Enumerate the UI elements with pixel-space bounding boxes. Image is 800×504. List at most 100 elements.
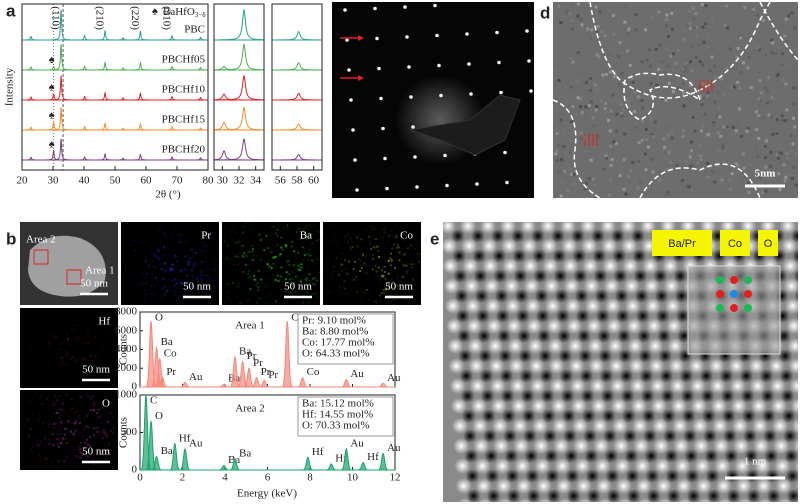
- lattice-spot: [697, 498, 712, 502]
- xrd-peak: [51, 107, 71, 131]
- map-pixel: [128, 243, 131, 246]
- lattice-hole: [523, 429, 537, 443]
- hrtem-texture: [792, 86, 796, 90]
- map-pixel: [65, 393, 68, 396]
- xrd-peak: [22, 156, 41, 161]
- map-pixel: [42, 422, 45, 425]
- map-pixel: [294, 275, 297, 278]
- map-pixel: [308, 233, 311, 236]
- lattice-spot: [734, 458, 751, 474]
- lattice-spot: [446, 318, 462, 334]
- map-pixel: [132, 240, 135, 243]
- lattice-spot: [543, 278, 560, 294]
- hrtem-texture: [685, 160, 689, 164]
- diffraction-spot: [373, 6, 377, 11]
- lattice-spot: [653, 438, 670, 454]
- hrtem-texture: [718, 115, 722, 119]
- lattice-hole: [544, 449, 559, 463]
- lattice-spot: [469, 378, 486, 394]
- map-pixel: [38, 454, 41, 457]
- xrd-peak: [273, 123, 322, 131]
- map-pixel: [103, 334, 106, 337]
- hrtem-texture: [757, 70, 761, 74]
- map-pixel: [354, 261, 357, 264]
- lattice-hole: [605, 469, 620, 483]
- lattice-spot: [669, 378, 686, 394]
- lattice-hole: [603, 429, 617, 443]
- map-pixel: [369, 242, 372, 245]
- map-pixel: [288, 278, 291, 281]
- map-pixel: [92, 434, 95, 437]
- xrd-peak: [40, 151, 90, 160]
- map-pixel: [161, 229, 164, 232]
- peak-label: C: [150, 395, 157, 407]
- map-pixel: [76, 339, 79, 342]
- lattice-spot: [772, 418, 788, 434]
- map-pixel: [353, 231, 355, 233]
- map-pixel: [107, 404, 110, 407]
- map-pixel: [54, 365, 56, 367]
- lattice-hole: [525, 469, 540, 483]
- map-pixel: [213, 280, 216, 283]
- map-pixel: [63, 391, 66, 394]
- hrtem-texture: [574, 79, 578, 83]
- lattice-spot: [749, 378, 766, 394]
- lattice-hole: [637, 329, 651, 343]
- hrtem-texture: [664, 98, 668, 102]
- map-pixel: [280, 266, 283, 269]
- xrd-peak: [124, 96, 174, 100]
- map-pixel: [124, 267, 127, 270]
- hrtem-texture: [576, 50, 580, 54]
- map-pixel: [48, 438, 51, 441]
- hrtem-texture: [690, 149, 694, 153]
- boundary: [759, 1, 799, 61]
- hrtem-texture: [567, 77, 571, 81]
- xrd-peak: [214, 150, 249, 161]
- map-pixel: [274, 255, 277, 258]
- map-pixel: [193, 301, 196, 304]
- lattice-hole: [491, 229, 505, 243]
- map-pixel: [290, 283, 293, 286]
- map-pixel: [49, 469, 51, 471]
- map-pixel: [167, 222, 169, 224]
- lattice-spot: [460, 222, 476, 234]
- lattice-spot: [789, 378, 798, 394]
- hrtem-texture: [783, 179, 787, 183]
- map-pixel: [87, 466, 90, 469]
- hrtem-texture: [643, 152, 647, 156]
- xrd-peak: [191, 127, 208, 131]
- haadf-particle: [28, 235, 106, 297]
- map-pixel: [104, 332, 106, 334]
- lattice-spot: [508, 358, 525, 374]
- map-pixel: [201, 250, 204, 253]
- map-pixel: [207, 268, 210, 271]
- map-pixel: [393, 303, 396, 306]
- hrtem-texture: [774, 39, 778, 43]
- lattice-spot: [675, 478, 692, 494]
- map-pixel: [93, 409, 96, 412]
- hrtem-texture: [694, 12, 698, 16]
- hrtem-texture: [777, 172, 781, 176]
- map-pixel: [31, 311, 33, 313]
- map-pixel: [89, 398, 92, 401]
- hrtem-texture: [689, 140, 693, 144]
- x-label: 2θ (°): [155, 189, 181, 201]
- inset-atom: [744, 290, 752, 298]
- map-pixel: [60, 408, 63, 411]
- map-pixel: [184, 268, 187, 271]
- map-pixel: [173, 286, 176, 289]
- map-pixel: [58, 374, 60, 376]
- hrtem-texture: [640, 60, 644, 64]
- map-pixel: [101, 467, 103, 469]
- map-pixel: [338, 224, 340, 226]
- hrtem-texture: [734, 162, 738, 166]
- lattice-hole: [674, 289, 689, 303]
- map-pixel: [251, 258, 254, 261]
- lattice-hole: [635, 309, 650, 323]
- hrtem-texture: [637, 140, 641, 144]
- lattice-spot: [522, 258, 539, 274]
- lattice-spot: [643, 278, 660, 294]
- lattice-hole: [474, 289, 489, 303]
- map-pixel: [166, 291, 169, 294]
- peak-label: O: [155, 312, 163, 324]
